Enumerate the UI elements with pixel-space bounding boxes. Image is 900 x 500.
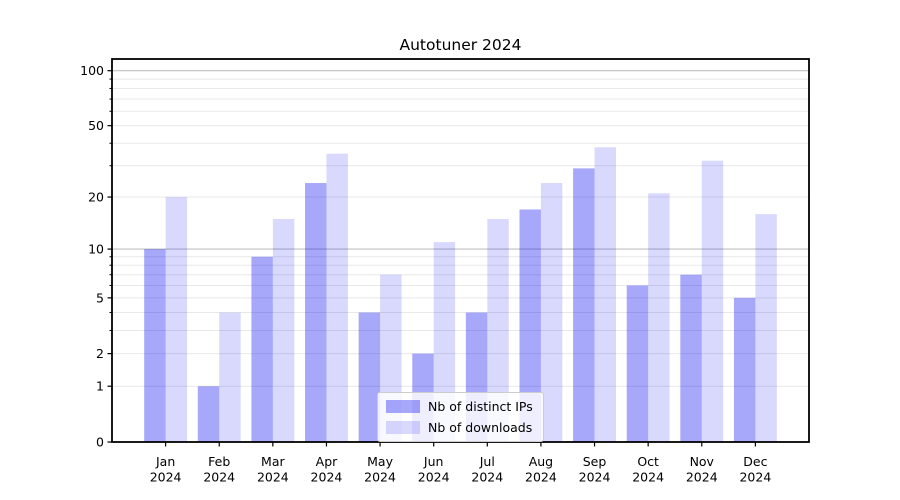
y-tick-label: 10 (88, 242, 104, 257)
x-tick-label-month: Aug (529, 454, 553, 469)
bar-downloads-aug (540, 183, 563, 442)
y-tick-label: 100 (80, 63, 104, 78)
x-tick-label-month: Jan (155, 454, 175, 469)
bar-downloads-dec (755, 214, 777, 442)
chart-title: Autotuner 2024 (399, 36, 522, 54)
x-tick-label-year: 2024 (257, 470, 289, 485)
bar-ips-apr (305, 183, 327, 442)
x-tick-label-year: 2024 (203, 470, 235, 485)
x-tick-label-year: 2024 (686, 470, 718, 485)
x-tick-label-month: Apr (316, 454, 338, 469)
bar-downloads-jan (165, 197, 188, 442)
x-tick-label-month: Oct (637, 454, 659, 469)
legend: Nb of distinct IPs Nb of downloads (377, 392, 544, 442)
bar-ips-aug (519, 209, 541, 442)
x-tick-label-year: 2024 (525, 470, 557, 485)
x-tick-label-year: 2024 (311, 470, 343, 485)
bar-ips-oct (626, 285, 649, 442)
bar-downloads-feb (219, 312, 241, 442)
bar-downloads-nov (701, 160, 724, 442)
x-tick-label-month: Sep (583, 454, 607, 469)
legend-item-downloads: Nb of downloads (386, 420, 533, 435)
legend-item-distinct-ips: Nb of distinct IPs (386, 399, 533, 414)
y-tick-label: 0 (96, 435, 104, 450)
plot-frame (111, 58, 810, 443)
legend-label-distinct-ips: Nb of distinct IPs (428, 399, 533, 414)
bar-ips-jan (144, 249, 166, 442)
bar-downloads-sep (594, 147, 616, 442)
y-tick-label: 5 (96, 290, 104, 305)
x-tick-label-year: 2024 (739, 470, 771, 485)
y-tick-label: 2 (96, 346, 104, 361)
x-tick-label-month: Mar (261, 454, 285, 469)
bar-downloads-apr (326, 153, 348, 443)
x-tick-label-month: Jul (479, 454, 495, 469)
bar-downloads-oct (648, 193, 670, 442)
x-tick-label-year: 2024 (471, 470, 503, 485)
y-tick-label: 1 (96, 379, 104, 394)
bar-ips-nov (680, 274, 702, 442)
x-tick-label-year: 2024 (632, 470, 664, 485)
bar-ips-dec (733, 297, 756, 442)
legend-swatch-distinct-ips (386, 400, 420, 413)
bar-downloads-mar (272, 218, 295, 442)
y-tick-label: 50 (88, 118, 104, 133)
x-tick-label-year: 2024 (418, 470, 450, 485)
bar-ips-mar (251, 256, 273, 442)
x-tick-label-year: 2024 (364, 470, 396, 485)
x-tick-label-month: May (367, 454, 393, 469)
x-tick-label-month: Feb (208, 454, 230, 469)
legend-swatch-downloads (386, 421, 420, 434)
bar-ips-feb (197, 386, 220, 442)
x-tick-label-month: Nov (690, 454, 715, 469)
legend-label-downloads: Nb of downloads (428, 420, 533, 435)
x-tick-label-month: Dec (743, 454, 767, 469)
bar-ips-may (358, 312, 381, 442)
bar-downloads-jul (487, 218, 509, 442)
x-tick-label-year: 2024 (579, 470, 611, 485)
bar-ips-sep (573, 168, 595, 442)
x-tick-label-year: 2024 (150, 470, 182, 485)
y-tick-label: 20 (88, 190, 104, 205)
x-tick-label-month: Jun (423, 454, 444, 469)
